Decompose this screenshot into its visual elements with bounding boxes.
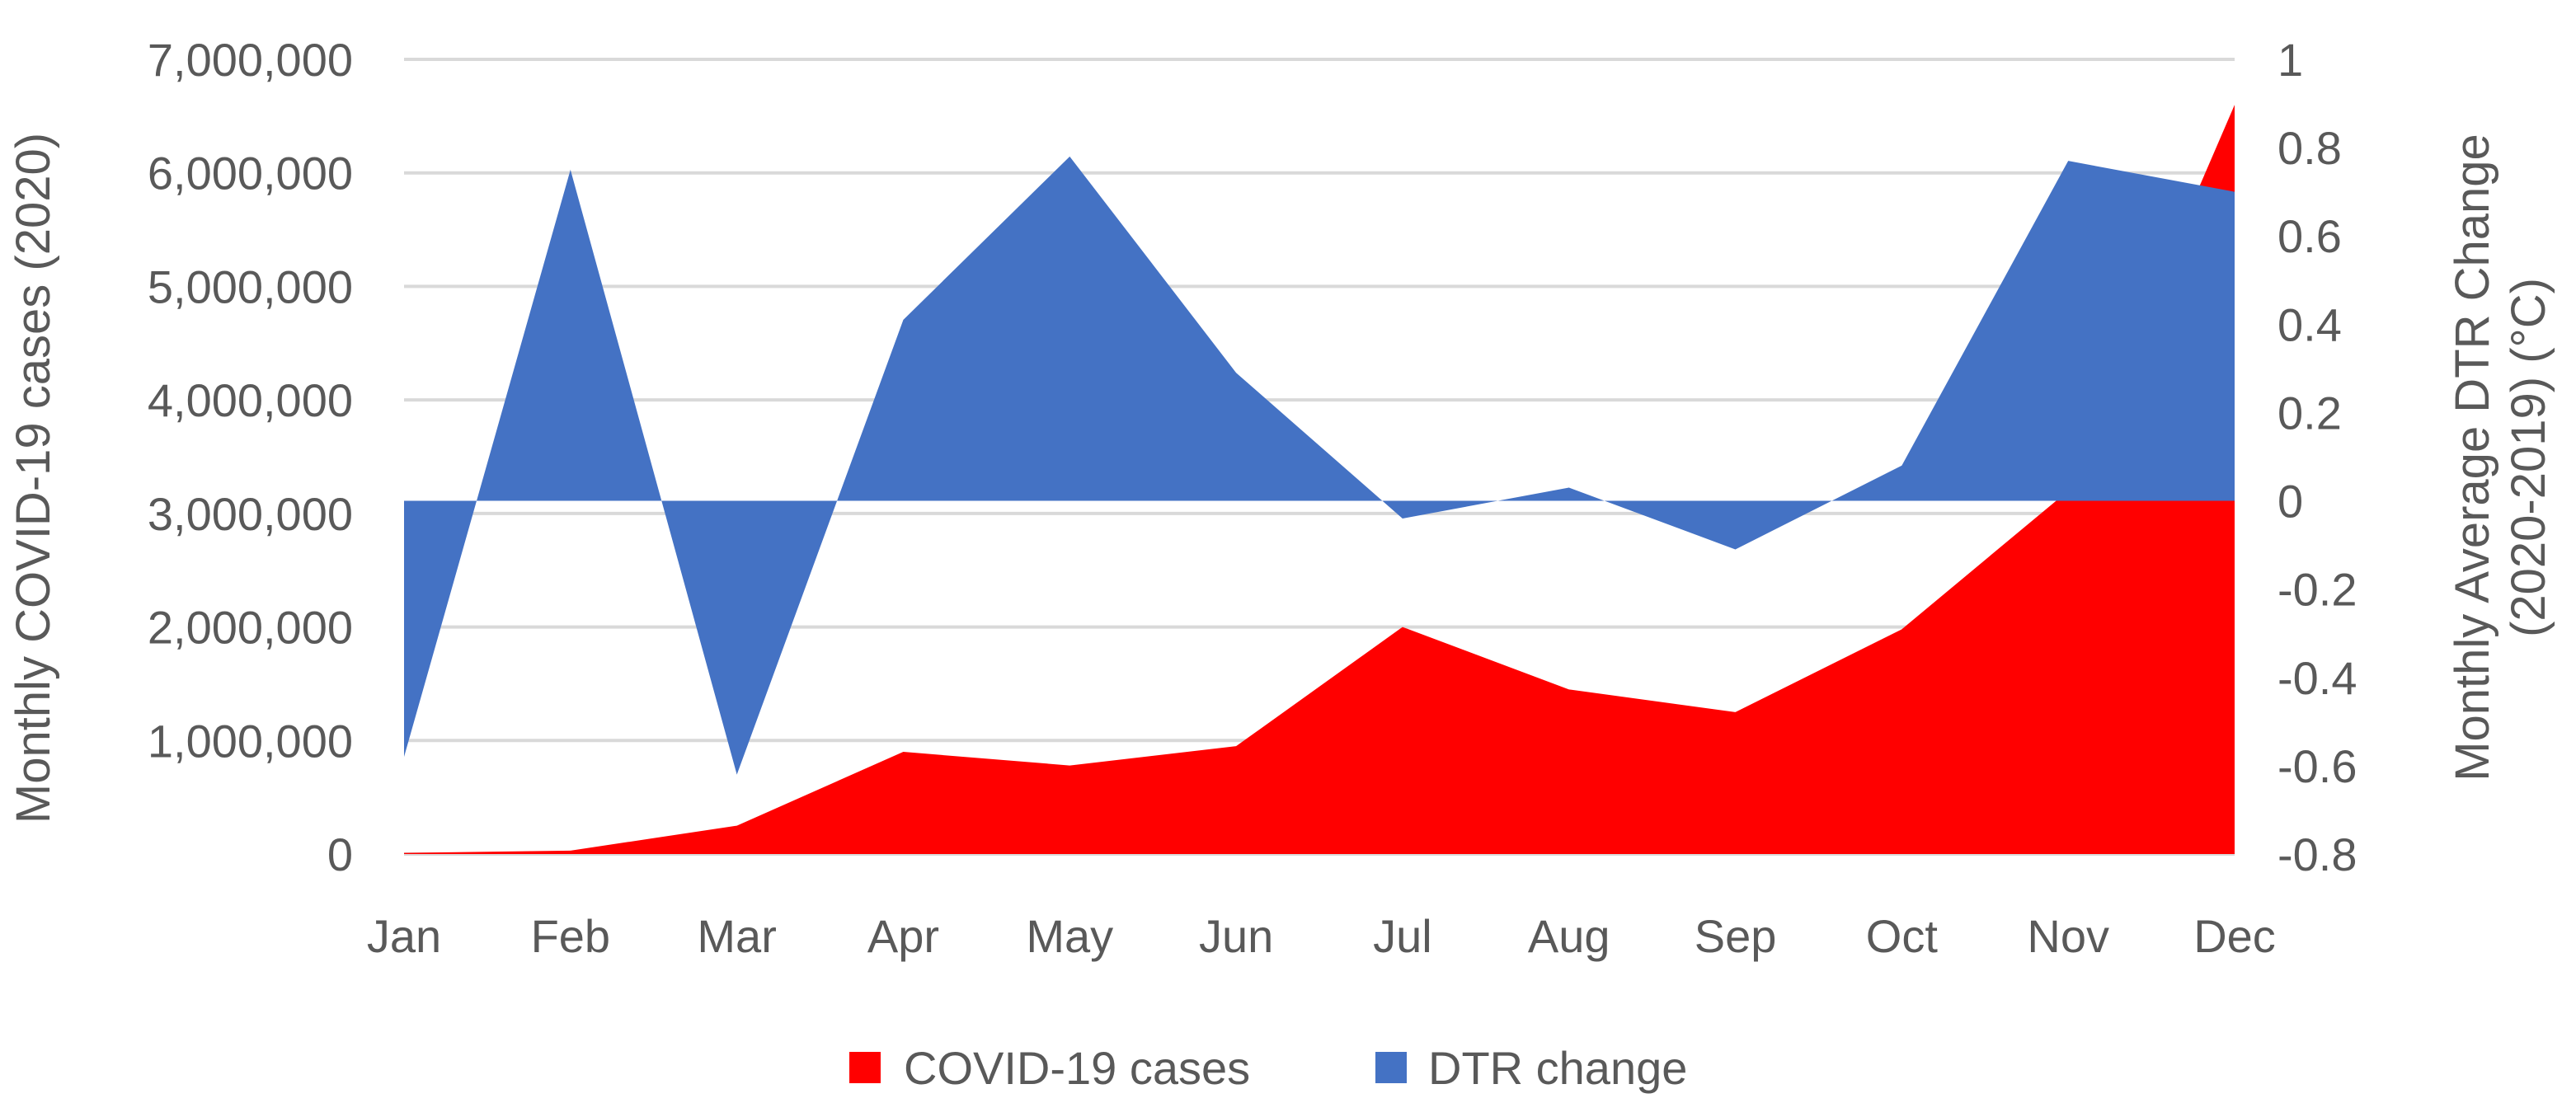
right-tick-label: -0.2	[2278, 564, 2357, 616]
left-tick-label: 0	[327, 828, 353, 880]
left-tick-label: 3,000,000	[148, 488, 353, 540]
right-tick-label: -0.8	[2278, 828, 2357, 880]
legend: COVID-19 cases DTR change	[849, 1042, 1687, 1094]
x-tick-label: May	[1026, 910, 1113, 962]
x-axis-ticks: Jan Feb Mar Apr May Jun Jul Aug Sep Oct Nov Dec	[367, 910, 2276, 962]
right-axis-ticks: -0.8 -0.6 -0.4 -0.2 0 0.2 0.4 0.6 0.8 1	[2278, 34, 2357, 880]
right-tick-label: 1	[2278, 34, 2303, 86]
x-tick-label: Nov	[2027, 910, 2109, 962]
x-tick-label: Oct	[1866, 910, 1939, 962]
left-tick-label: 5,000,000	[148, 260, 353, 312]
right-tick-label: 0.8	[2278, 122, 2342, 174]
left-tick-label: 4,000,000	[148, 374, 353, 426]
left-tick-label: 2,000,000	[148, 602, 353, 654]
x-tick-label: Sep	[1695, 910, 1777, 962]
x-tick-label: Mar	[697, 910, 776, 962]
left-tick-label: 7,000,000	[148, 34, 353, 86]
right-tick-label: 0.4	[2278, 298, 2342, 350]
right-tick-label: 0	[2278, 476, 2303, 528]
right-axis-title-line1: Monthly Average DTR Change	[2446, 134, 2499, 781]
x-tick-label: Jun	[1199, 910, 1273, 962]
left-tick-label: 6,000,000	[148, 148, 353, 199]
x-tick-label: Apr	[867, 910, 939, 962]
legend-label-covid: COVID-19 cases	[904, 1042, 1250, 1094]
left-axis-title: Monthly COVID-19 cases (2020)	[7, 133, 60, 824]
x-tick-label: Dec	[2193, 910, 2276, 962]
right-tick-label: -0.6	[2278, 740, 2357, 792]
x-tick-label: Jan	[367, 910, 441, 962]
right-axis-title-line2: (2020-2019) (°C)	[2502, 278, 2555, 637]
legend-label-dtr: DTR change	[1428, 1042, 1687, 1094]
legend-swatch-covid	[849, 1052, 881, 1083]
x-tick-label: Feb	[531, 910, 611, 962]
right-tick-label: -0.4	[2278, 652, 2357, 704]
x-tick-label: Aug	[1528, 910, 1610, 962]
left-axis-ticks: 0 1,000,000 2,000,000 3,000,000 4,000,000 5,0…	[148, 34, 353, 880]
legend-swatch-dtr	[1375, 1052, 1407, 1083]
right-tick-label: 0.2	[2278, 387, 2342, 439]
x-tick-label: Jul	[1373, 910, 1432, 962]
left-tick-label: 1,000,000	[148, 715, 353, 767]
right-tick-label: 0.6	[2278, 210, 2342, 262]
